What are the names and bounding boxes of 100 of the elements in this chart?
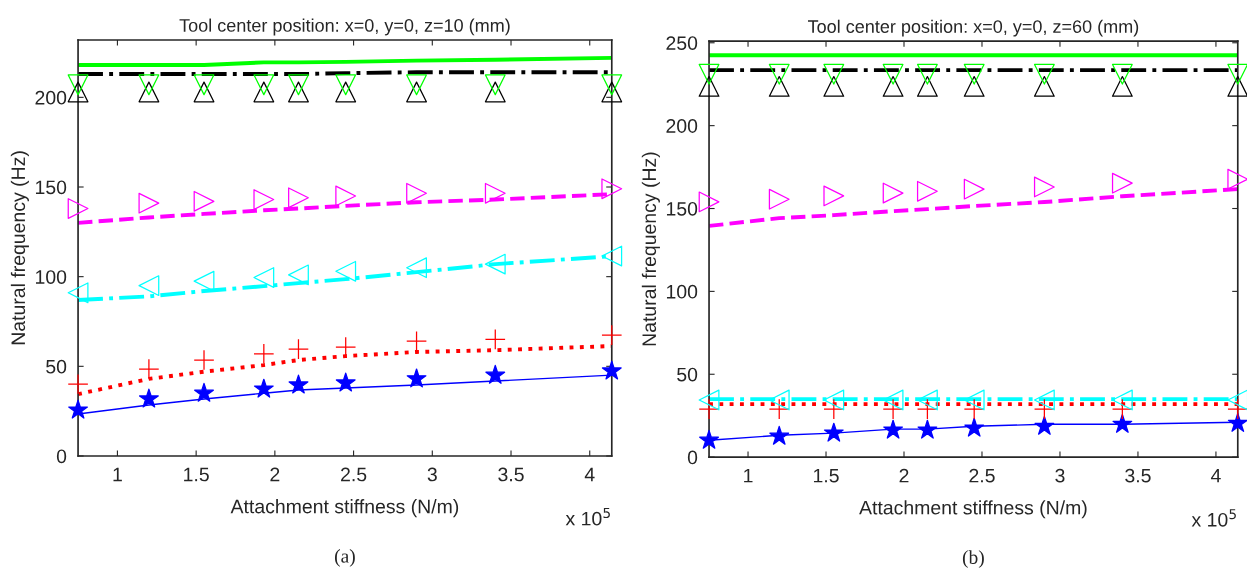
point (916, 389, 938, 411)
point (67, 373, 89, 395)
x-tick-label: 2 (270, 467, 280, 482)
point (963, 398, 985, 420)
y-tick-label: 150 (666, 201, 698, 216)
point (253, 189, 275, 210)
point (1111, 172, 1133, 194)
point (288, 264, 309, 286)
y-tick-label: 0 (56, 449, 67, 464)
point (768, 389, 790, 411)
point (194, 382, 214, 402)
x-axis-title: Attachment stiffness (N/m) (230, 499, 459, 518)
point (484, 328, 506, 350)
point (67, 74, 89, 96)
point (484, 253, 506, 275)
point (484, 182, 506, 204)
point (138, 388, 159, 408)
y-axis-title: Natural frequency (Hz) (641, 152, 660, 346)
point (253, 378, 274, 398)
x-tick-label: 3 (427, 467, 437, 482)
point (769, 425, 790, 445)
y-tick-label: 100 (666, 284, 698, 299)
point (916, 180, 938, 202)
point (768, 75, 790, 97)
x-tick-label: 1.5 (813, 468, 839, 483)
point (1227, 168, 1247, 190)
point (768, 398, 790, 420)
point (698, 63, 720, 85)
point (253, 343, 275, 365)
point (1112, 413, 1133, 433)
y-tick-label: 200 (35, 90, 67, 105)
point (335, 74, 357, 96)
point (67, 81, 89, 103)
point (916, 63, 938, 85)
point (916, 75, 938, 97)
point (406, 368, 427, 388)
x-tick-label: 4 (1210, 468, 1221, 483)
point (485, 364, 506, 384)
point (601, 324, 623, 346)
text: (a) (334, 549, 355, 567)
point (963, 63, 985, 85)
point (406, 74, 428, 96)
point (1111, 398, 1133, 420)
point (882, 75, 904, 97)
point (768, 188, 790, 210)
chart-title: Tool center position: x=0, y=0, z=10 (mm) (179, 18, 510, 36)
point (253, 81, 275, 103)
x-tick-label: 2.5 (969, 468, 995, 483)
point (1111, 75, 1133, 97)
point (963, 75, 985, 97)
line-series (78, 55, 612, 68)
point (1033, 389, 1055, 411)
point (882, 398, 904, 420)
point (963, 389, 985, 411)
point (1227, 75, 1247, 97)
point (823, 422, 844, 442)
point (823, 398, 845, 420)
point (699, 429, 720, 449)
text: x 10$^{5}$ (565, 507, 610, 526)
point (68, 399, 89, 419)
point (768, 63, 790, 85)
point (288, 338, 309, 360)
point (1227, 63, 1247, 85)
point (288, 81, 309, 103)
point (253, 267, 275, 289)
point (1033, 63, 1055, 85)
point (484, 81, 506, 103)
point (406, 81, 428, 103)
point (698, 191, 720, 213)
x-tick-label: 3.5 (498, 467, 524, 482)
point (823, 63, 845, 85)
point (138, 74, 160, 96)
point (1033, 75, 1055, 97)
y-tick-label: 250 (666, 36, 698, 51)
x-axis-title: Attachment stiffness (N/m) (859, 500, 1087, 519)
point (67, 282, 89, 304)
point (1034, 415, 1055, 435)
point (138, 275, 160, 297)
point (67, 198, 89, 219)
point (406, 257, 428, 279)
point (601, 81, 623, 103)
point (406, 330, 428, 352)
point (484, 74, 506, 96)
point (193, 349, 215, 371)
x-tick-label: 3.5 (1125, 468, 1151, 483)
x-tick-label: 4 (584, 467, 595, 482)
x-tick-label: 3 (1055, 468, 1065, 483)
point (335, 185, 357, 207)
point (1227, 398, 1247, 420)
point (1111, 63, 1133, 85)
point (193, 270, 215, 292)
y-axis-title: Natural frequency (Hz) (10, 151, 29, 345)
point (823, 185, 845, 207)
y-tick-label: 100 (35, 270, 67, 284)
point (823, 389, 845, 411)
point (193, 81, 215, 103)
point (288, 374, 309, 394)
point (288, 74, 309, 96)
chart-title: Tool center position: x=0, y=0, z=60 (mm) (807, 19, 1139, 37)
point (963, 178, 985, 200)
